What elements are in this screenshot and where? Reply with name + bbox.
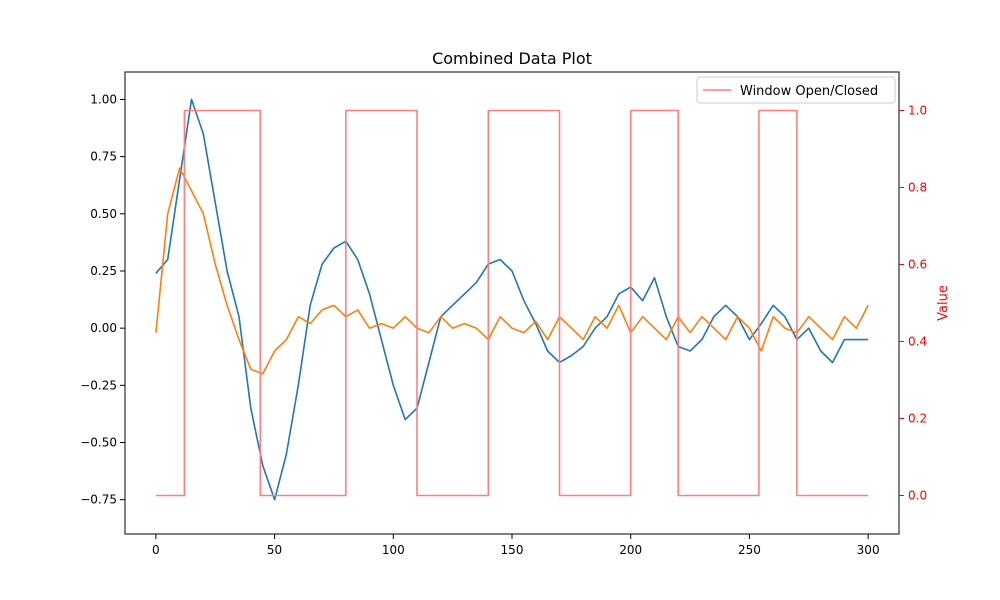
x-tick-label: 0 <box>152 543 160 557</box>
x-tick-label: 300 <box>857 543 880 557</box>
chart-title: Combined Data Plot <box>432 49 592 68</box>
left-y-tick-label: −0.25 <box>80 378 117 392</box>
right-y-tick-label: 0.2 <box>908 412 927 426</box>
legend-label: Window Open/Closed <box>740 84 878 99</box>
left-y-tick-label: −0.75 <box>80 493 117 507</box>
x-tick-label: 150 <box>501 543 524 557</box>
legend: Window Open/Closed <box>696 76 896 104</box>
x-tick-label: 250 <box>738 543 761 557</box>
x-tick-label: 200 <box>619 543 642 557</box>
right-y-axis-label: Value <box>936 285 951 321</box>
series-line-2 <box>155 167 869 375</box>
right-y-tick-label: 0.4 <box>908 335 927 349</box>
left-y-tick-label: 0.50 <box>90 207 117 221</box>
right-y-tick-label: 1.0 <box>908 104 927 118</box>
x-tick-label: 50 <box>267 543 282 557</box>
left-y-tick-label: 0.00 <box>90 321 117 335</box>
series-line-3 <box>155 109 869 497</box>
left-y-tick-label: 1.00 <box>90 92 117 106</box>
x-tick-label: 100 <box>382 543 405 557</box>
left-y-tick-label: 0.25 <box>90 264 117 278</box>
left-y-tick-label: 0.75 <box>90 150 117 164</box>
left-y-tick-label: −0.50 <box>80 436 117 450</box>
series-line-1 <box>155 98 869 501</box>
right-y-tick-label: 0.0 <box>908 489 927 503</box>
legend-box <box>696 76 896 104</box>
plot-area: 0 50 100 150 200 250 300 −0.75 −0.50 −0.25 0.00 0.2… <box>80 71 927 557</box>
right-y-tick-label: 0.8 <box>908 181 927 195</box>
right-y-tick-label: 0.6 <box>908 258 927 272</box>
